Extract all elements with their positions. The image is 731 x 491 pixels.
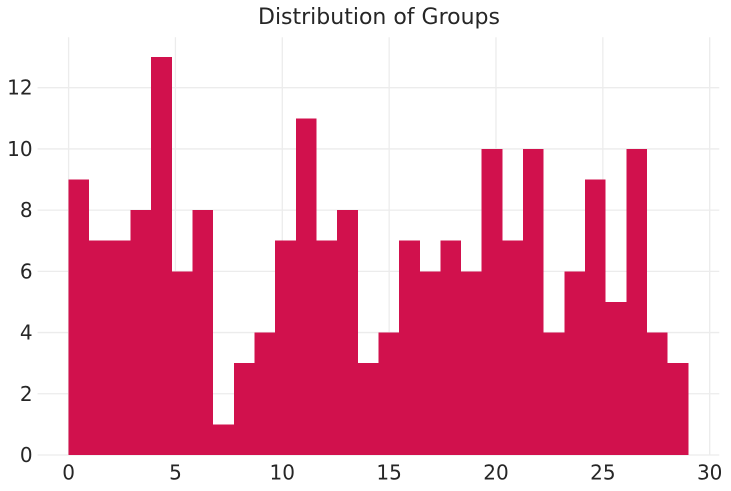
histogram-bar: [316, 240, 338, 455]
histogram-bar: [419, 271, 441, 455]
histogram-bar: [585, 179, 606, 455]
x-tick-label: 15: [376, 461, 401, 485]
x-tick-label: 30: [697, 461, 722, 485]
histogram-bar: [109, 240, 131, 455]
histogram-bars: [68, 57, 689, 456]
histogram-bar: [502, 240, 524, 455]
histogram-bar: [378, 332, 400, 455]
histogram-bar: [399, 240, 420, 455]
histogram-bar: [89, 240, 110, 455]
x-tick-label: 5: [169, 461, 182, 485]
histogram-bar: [68, 179, 90, 455]
histogram-bar: [130, 210, 152, 455]
tick-labels: 0 5 10 15 20 25 30 0 2 4 6 8 10 12: [7, 76, 722, 485]
histogram-bar: [543, 332, 565, 455]
x-tick-label: 25: [590, 461, 615, 485]
histogram-bar: [481, 148, 503, 455]
histogram-bar: [233, 363, 255, 455]
histogram-bar: [357, 363, 379, 455]
y-tick-label: 2: [20, 382, 33, 406]
x-tick-label: 20: [483, 461, 508, 485]
y-tick-label: 10: [7, 137, 32, 161]
histogram-bar: [461, 271, 482, 455]
histogram-bar: [213, 424, 234, 455]
histogram-bar: [523, 148, 544, 455]
y-tick-label: 0: [20, 443, 33, 467]
histogram-bar: [647, 332, 668, 455]
y-tick-label: 4: [20, 321, 33, 345]
y-tick-label: 8: [20, 198, 33, 222]
x-tick-label: 10: [270, 461, 295, 485]
histogram-bar: [275, 240, 296, 455]
histogram-bar: [192, 210, 214, 455]
y-tick-label: 12: [7, 76, 32, 100]
x-tick-label: 0: [62, 461, 75, 485]
histogram-bar: [626, 148, 648, 455]
histogram-bar: [605, 301, 627, 455]
histogram-bar: [151, 57, 172, 455]
histogram-bar: [667, 363, 689, 455]
y-tick-label: 6: [20, 259, 33, 283]
histogram-bar: [337, 210, 358, 455]
chart-title: Distribution of Groups: [258, 5, 500, 30]
histogram-bar: [440, 240, 462, 455]
histogram-bar: [254, 332, 276, 455]
histogram-bar: [295, 118, 317, 456]
histogram-bar: [564, 271, 586, 455]
histogram-bar: [171, 271, 193, 455]
